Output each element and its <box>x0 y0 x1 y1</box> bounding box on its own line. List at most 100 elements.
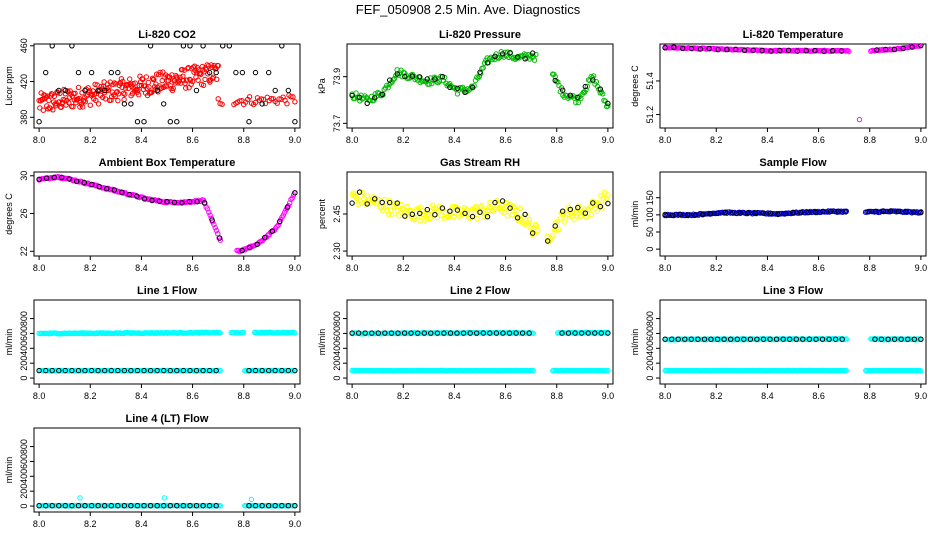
plot-frame <box>33 299 301 385</box>
data-point <box>722 209 728 216</box>
data-point <box>121 101 128 107</box>
data-point <box>272 367 278 374</box>
data-point <box>108 503 115 509</box>
data-point <box>36 119 42 125</box>
data-point <box>492 53 498 59</box>
data-point <box>569 94 575 100</box>
chart-panel: Line 4 (LT) Flow 8.0 8.2 8.4 8.6 8.8 9.0 0 20040… <box>4 413 301 529</box>
data-point <box>57 90 63 97</box>
data-point <box>805 209 811 215</box>
data-point <box>560 87 566 93</box>
plot-frame <box>659 171 927 257</box>
data-point <box>431 205 437 212</box>
data-point <box>36 503 42 509</box>
data-point <box>714 336 721 342</box>
data-point <box>121 96 127 103</box>
data-point <box>819 336 826 342</box>
y-axis-label: kPa <box>317 78 327 94</box>
x-tick-label: 8.2 <box>84 135 97 145</box>
data-point <box>390 77 396 83</box>
data-point <box>66 176 72 182</box>
data-point <box>856 116 863 123</box>
data-point <box>141 503 147 509</box>
data-point <box>447 330 454 336</box>
y-tick-label: 800 <box>19 439 29 454</box>
data-point <box>685 212 691 218</box>
data-point <box>121 503 128 509</box>
data-point <box>269 228 275 234</box>
data-point <box>780 336 786 342</box>
data-point <box>88 367 95 374</box>
data-point <box>292 119 298 125</box>
data-point <box>206 209 212 216</box>
data-point <box>75 84 82 91</box>
points-group <box>36 329 298 374</box>
data-point <box>266 69 272 76</box>
data-point <box>108 69 115 76</box>
x-tick-label: 8.6 <box>812 391 825 401</box>
data-point <box>102 367 108 374</box>
data-point <box>285 503 291 509</box>
data-point <box>588 211 595 218</box>
y-tick-label: 200 <box>19 356 29 371</box>
data-point <box>56 367 62 374</box>
y-tick-label: 400 <box>645 341 655 356</box>
data-point <box>67 88 73 94</box>
y-tick-label: 380 <box>19 110 29 125</box>
data-point <box>480 65 486 71</box>
data-point <box>474 215 480 222</box>
data-point <box>421 330 427 336</box>
data-point <box>469 84 476 90</box>
data-point <box>149 89 155 96</box>
x-tick-label: 9.0 <box>602 263 615 273</box>
data-point <box>248 496 255 503</box>
data-point <box>590 200 596 206</box>
data-point <box>246 119 252 125</box>
data-point <box>183 85 189 91</box>
data-point <box>180 73 186 80</box>
data-point <box>567 92 573 99</box>
chart-panel: Sample Flow 8.0 8.2 8.4 8.6 8.8 9.0 0 50 100 150 ml… <box>630 157 927 273</box>
data-point <box>379 91 385 98</box>
data-point <box>180 367 187 374</box>
data-point <box>187 367 193 374</box>
data-point <box>102 87 108 94</box>
data-point <box>918 368 924 374</box>
data-point <box>279 503 285 509</box>
data-point <box>474 330 480 336</box>
data-point <box>519 330 526 336</box>
data-point <box>174 503 180 509</box>
x-tick-label: 8.0 <box>659 135 672 145</box>
data-point <box>66 100 72 106</box>
data-point <box>753 210 760 217</box>
x-tick-label: 9.0 <box>602 391 615 401</box>
data-point <box>100 94 106 101</box>
x-tick-label: 8.4 <box>761 135 774 145</box>
data-point <box>523 220 529 226</box>
data-point <box>435 80 441 86</box>
data-point <box>387 199 393 206</box>
data-point <box>747 336 754 342</box>
data-point <box>95 503 101 509</box>
x-tick-label: 8.4 <box>448 391 461 401</box>
data-point <box>349 200 355 206</box>
plot-frame <box>33 427 301 513</box>
data-point <box>479 203 485 209</box>
panel-title: Li-820 Temperature <box>743 29 844 41</box>
data-point <box>898 336 904 342</box>
data-point <box>193 503 200 509</box>
data-point <box>206 367 213 374</box>
data-point <box>187 503 193 509</box>
data-point <box>688 45 695 52</box>
y-tick-label: 0 <box>332 376 342 381</box>
data-point <box>274 223 280 230</box>
plot-frame <box>659 299 927 385</box>
chart-panel: Li-820 Pressure 8.0 8.2 8.4 8.6 8.8 9.0 73.7 73.… <box>317 29 614 145</box>
data-point <box>432 76 438 82</box>
chart-panel: Gas Stream RH 8.0 8.2 8.4 8.6 8.8 9.0 2.30 2.45 p… <box>317 157 614 273</box>
data-point <box>141 367 147 374</box>
data-point <box>154 367 160 374</box>
data-point <box>58 104 64 111</box>
data-point <box>56 503 62 509</box>
data-point <box>741 47 748 54</box>
